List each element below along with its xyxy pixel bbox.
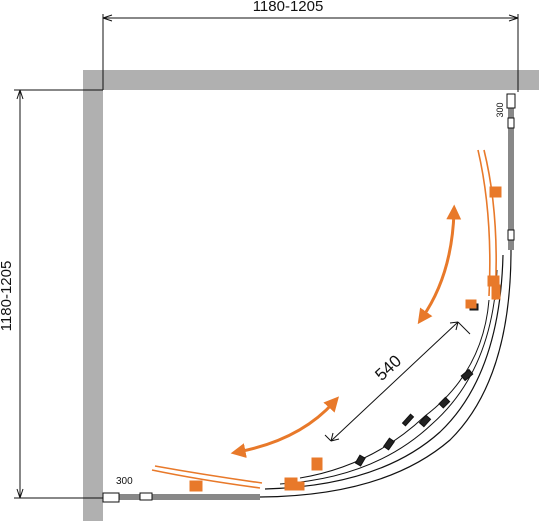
height-label: 1180-1205	[0, 261, 15, 332]
left-offset-label: 300	[116, 476, 133, 487]
opening-label: 540	[371, 351, 405, 384]
right-fixed-panel	[506, 93, 516, 250]
width-dimension	[102, 14, 519, 92]
double-curved-arrow-icon	[230, 396, 340, 458]
top-offset-label: 300	[495, 102, 505, 117]
double-curved-arrow-icon	[417, 204, 462, 325]
bottom-fixed-panel	[102, 492, 260, 503]
sliding-door-hardware	[354, 303, 479, 467]
top-wall	[83, 70, 539, 90]
open-door-handles	[189, 186, 502, 492]
width-label: 1180-1205	[253, 0, 324, 15]
height-dimension	[14, 89, 103, 499]
left-wall	[83, 70, 103, 521]
open-door-position	[151, 149, 497, 489]
